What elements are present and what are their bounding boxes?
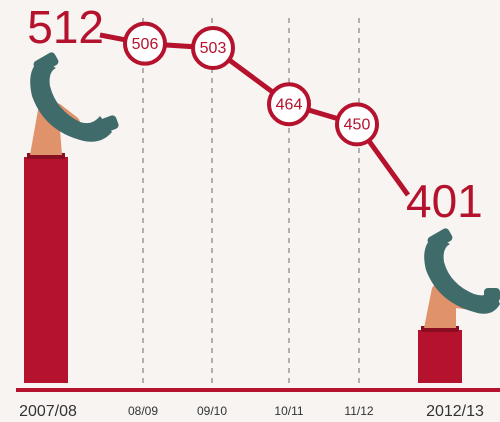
mouthpiece: [484, 288, 500, 302]
value-label: 512: [27, 1, 104, 53]
x-tick-label: 2007/08: [19, 403, 77, 420]
value-label: 401: [406, 175, 483, 227]
x-tick-label: 10/11: [274, 404, 303, 418]
x-tick-label: 08/09: [128, 404, 158, 418]
value-label: 506: [132, 36, 159, 53]
value-label: 464: [276, 96, 303, 113]
value-label: 503: [200, 40, 227, 57]
x-tick-label: 09/10: [197, 404, 227, 418]
x-tick-label: 2012/13: [426, 403, 484, 420]
bar-decor: [418, 330, 462, 383]
bar-decor: [24, 157, 68, 383]
chart: 2007/08 08/09 09/10 10/11 11/12 2012/13 512 506…: [0, 0, 500, 422]
x-tick-label: 11/12: [344, 404, 373, 418]
value-label: 450: [344, 117, 371, 134]
